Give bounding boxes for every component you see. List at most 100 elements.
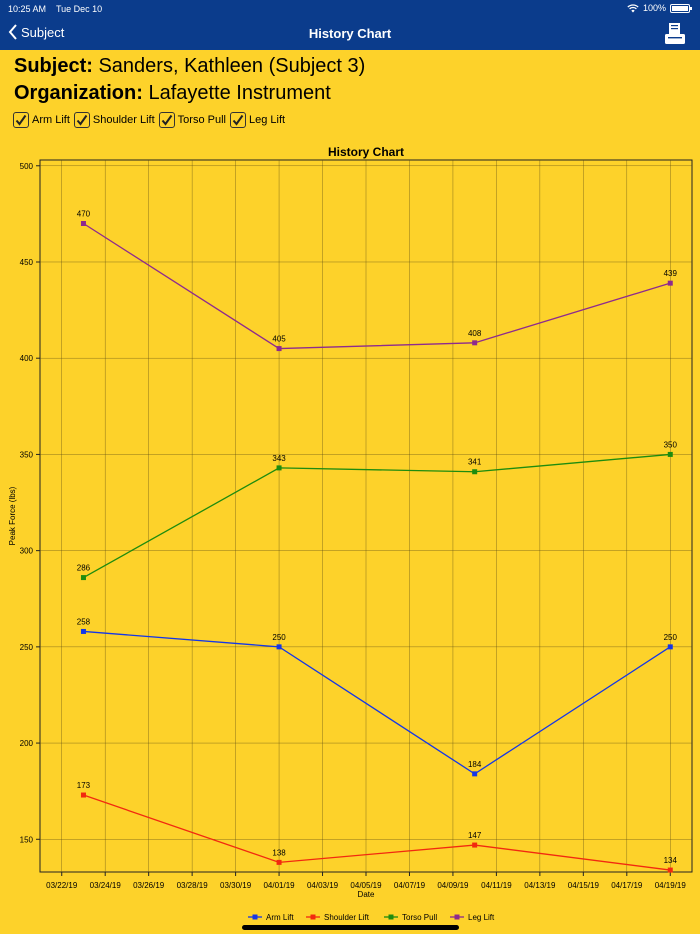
legend-label: Leg Lift <box>468 913 495 922</box>
toggle-shoulder-lift[interactable]: Shoulder Lift <box>73 112 155 128</box>
x-tick-label: 04/15/19 <box>568 881 600 890</box>
wifi-icon <box>627 3 639 12</box>
legend-marker <box>454 914 460 920</box>
chart-title: History Chart <box>328 145 404 159</box>
status-date: Tue Dec 10 <box>56 4 103 14</box>
toggle-label: Leg Lift <box>248 114 286 126</box>
y-tick-label: 150 <box>20 835 34 844</box>
nav-title: History Chart <box>308 26 392 41</box>
series-toggles: Arm Lift Shoulder Lift Torso Pull Leg Li… <box>13 112 285 128</box>
organization-line: Organization: Lafayette Instrument <box>14 80 365 107</box>
y-tick-label: 350 <box>20 450 34 459</box>
legend-label: Shoulder Lift <box>324 913 370 922</box>
series-line-arm-lift <box>83 630 671 775</box>
checkbox-leg-lift[interactable] <box>229 112 246 128</box>
x-tick-label: 04/03/19 <box>307 881 339 890</box>
checkmark-icon <box>76 114 88 126</box>
chevron-left-icon <box>8 24 17 40</box>
status-time: 10:25 AM <box>8 4 47 14</box>
series-line-leg-lift <box>83 222 671 350</box>
checkmark-icon <box>15 114 27 126</box>
data-point <box>472 842 478 848</box>
legend-label: Torso Pull <box>402 913 437 922</box>
navigation-bar: Subject History Chart <box>0 18 700 50</box>
x-tick-label: 04/01/19 <box>263 881 295 890</box>
legend-marker <box>310 914 316 920</box>
data-label: 341 <box>468 458 482 467</box>
data-label: 405 <box>272 335 286 344</box>
data-point <box>472 469 478 475</box>
checkmark-icon <box>161 114 172 126</box>
data-label: 134 <box>664 856 678 865</box>
legend-marker <box>252 914 258 920</box>
checkmark-icon <box>232 114 244 126</box>
toggle-arm-lift[interactable]: Arm Lift <box>13 112 70 128</box>
data-label: 286 <box>77 564 91 573</box>
x-tick-label: 03/26/19 <box>133 881 165 890</box>
data-label: 258 <box>77 617 91 626</box>
data-point <box>667 280 673 286</box>
data-point <box>472 340 478 346</box>
data-label: 138 <box>272 848 286 857</box>
data-label: 343 <box>272 454 286 463</box>
data-point <box>667 867 673 873</box>
data-point <box>276 465 282 471</box>
x-tick-label: 04/13/19 <box>524 881 556 890</box>
data-point <box>276 859 282 865</box>
checkbox-torso-pull[interactable] <box>158 112 175 128</box>
data-point <box>667 451 673 457</box>
x-tick-label: 04/19/19 <box>655 881 687 890</box>
organization-value: Lafayette Instrument <box>148 82 331 104</box>
history-chart: History Chart 150 200 250 300 350 400 450 500 03/… <box>8 145 693 922</box>
x-tick-label: 04/09/19 <box>437 881 469 890</box>
data-point <box>80 221 86 227</box>
x-tick-label: 04/05/19 <box>350 881 382 890</box>
print-icon[interactable] <box>664 22 686 46</box>
data-point <box>276 644 282 650</box>
data-label: 147 <box>468 831 482 840</box>
y-tick-label: 400 <box>20 354 34 363</box>
back-button-label: Subject <box>21 24 65 40</box>
toggle-label: Torso Pull <box>177 114 226 126</box>
data-label: 250 <box>272 633 286 642</box>
y-tick-label: 450 <box>20 258 34 267</box>
toggle-leg-lift[interactable]: Leg Lift <box>229 112 286 128</box>
data-label: 250 <box>664 633 678 642</box>
data-label: 350 <box>664 440 678 449</box>
x-tick-label: 04/07/19 <box>394 881 426 890</box>
data-label: 173 <box>77 781 91 790</box>
y-tick-label: 200 <box>20 739 34 748</box>
toggle-label: Shoulder Lift <box>92 114 155 126</box>
y-tick-label: 250 <box>20 643 34 652</box>
data-label: 470 <box>77 210 91 219</box>
x-tick-label: 04/17/19 <box>611 881 643 890</box>
battery-icon <box>670 3 692 13</box>
data-point <box>80 792 86 798</box>
status-bar: 10:25 AM Tue Dec 10 100% <box>0 0 700 18</box>
x-tick-label: 03/28/19 <box>177 881 209 890</box>
checkbox-shoulder-lift[interactable] <box>73 112 90 128</box>
y-axis-label: Peak Force (lbs) <box>8 486 17 545</box>
data-point <box>472 771 478 777</box>
organization-label: Organization: <box>14 82 143 104</box>
data-point <box>80 575 86 581</box>
data-point <box>667 644 673 650</box>
header-info: Subject: Sanders, Kathleen (Subject 3) O… <box>14 53 365 107</box>
toggle-label: Arm Lift <box>32 114 70 126</box>
home-indicator <box>242 925 459 930</box>
data-point <box>276 346 282 352</box>
series-line-shoulder-lift <box>83 794 671 871</box>
back-button[interactable]: Subject <box>8 24 64 40</box>
toggle-torso-pull[interactable]: Torso Pull <box>158 112 226 128</box>
legend-label: Arm Lift <box>266 913 294 922</box>
data-point <box>80 628 86 634</box>
battery-percent: 100% <box>642 3 666 13</box>
x-tick-label: 03/22/19 <box>46 881 78 890</box>
x-axis-label: Date <box>358 890 375 899</box>
checkbox-arm-lift[interactable] <box>13 112 29 128</box>
data-label: 439 <box>664 269 678 278</box>
x-tick-label: 03/24/19 <box>90 881 122 890</box>
y-tick-label: 300 <box>20 547 34 556</box>
series-line-torso-pull <box>83 453 671 579</box>
subject-label: Subject: <box>14 55 93 77</box>
